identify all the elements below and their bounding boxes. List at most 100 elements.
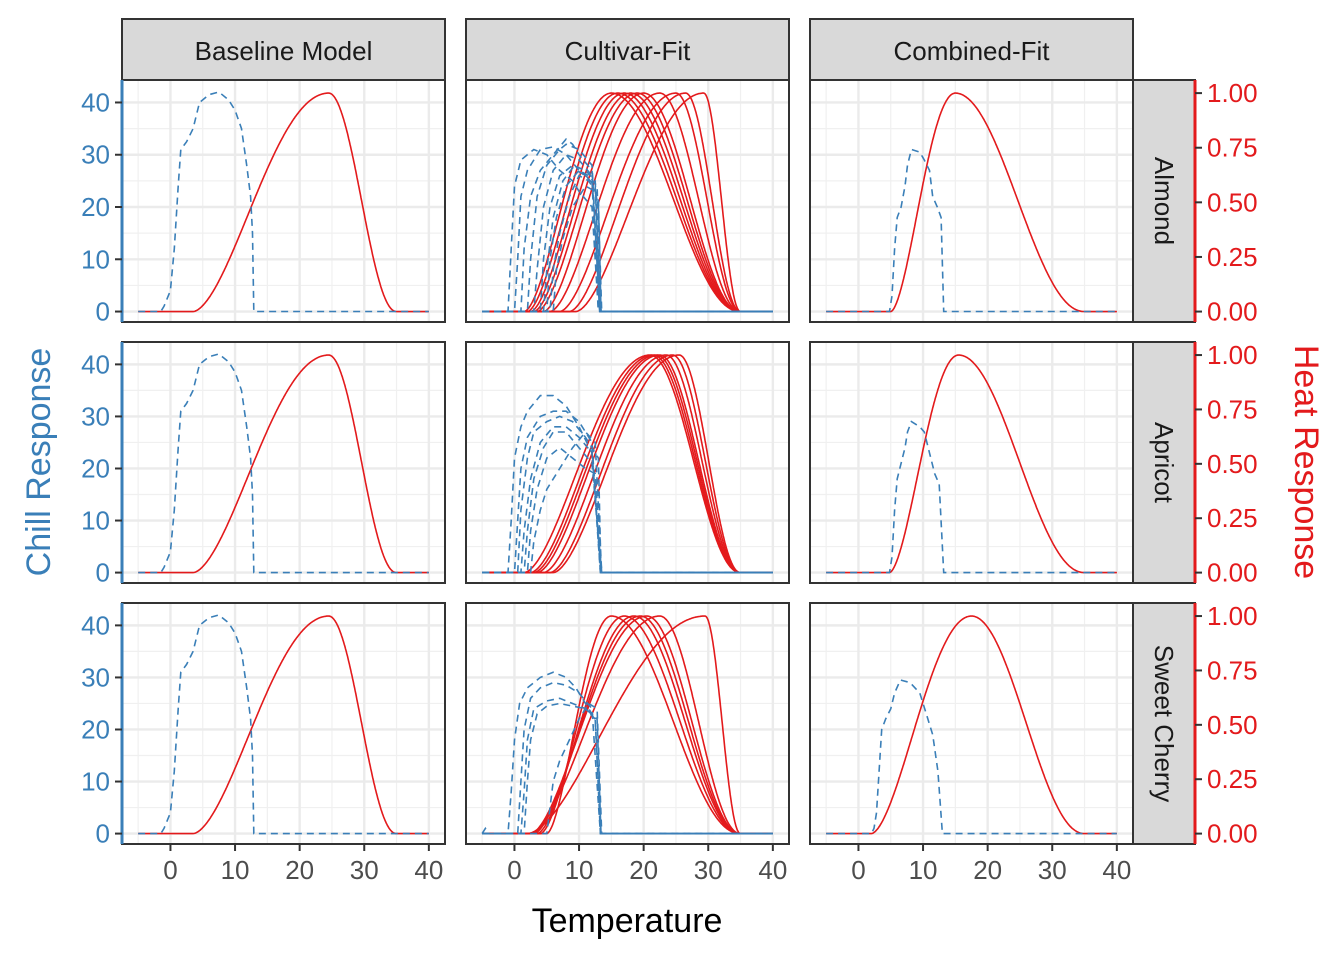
x-tick-label: 40 bbox=[1102, 855, 1131, 885]
left-y-tick-label: 0 bbox=[96, 819, 110, 849]
right-y-tick-label: 0.50 bbox=[1207, 710, 1258, 740]
right-y-tick-label: 0.00 bbox=[1207, 297, 1258, 327]
x-tick-label: 0 bbox=[851, 855, 865, 885]
right-y-tick-label: 0.75 bbox=[1207, 394, 1258, 424]
right-y-tick-label: 1.00 bbox=[1207, 78, 1258, 108]
strip-label: Apricot bbox=[1149, 422, 1179, 504]
strip-label: Combined-Fit bbox=[893, 36, 1050, 66]
panel-baseline-model-apricot bbox=[121, 341, 446, 584]
panel-baseline-model-almond bbox=[121, 79, 446, 323]
x-tick-label: 10 bbox=[909, 855, 938, 885]
chill-response-line bbox=[482, 164, 773, 313]
x-tick-label: 40 bbox=[414, 855, 443, 885]
chill-response-line bbox=[482, 702, 773, 835]
chill-response-line bbox=[826, 420, 1117, 574]
column-strip-cultivar-fit: Cultivar-Fit bbox=[465, 18, 790, 81]
left-y-tick-label: 20 bbox=[81, 453, 110, 483]
panel-background bbox=[122, 80, 445, 322]
panel-background bbox=[810, 603, 1133, 844]
panel-combined-fit-sweet-cherry bbox=[809, 602, 1134, 845]
left-y-tick-label: 30 bbox=[81, 140, 110, 170]
chill-response-line bbox=[482, 166, 773, 313]
strip-label: Almond bbox=[1149, 157, 1179, 245]
axes-layer: 0 10 20 30 40 0 10 20 30 40 0 10 20 30 40 0 10 20 30 40 0 10 2… bbox=[81, 78, 1258, 885]
panel-baseline-model-sweet-cherry bbox=[121, 602, 446, 845]
strips-layer: Baseline Model Cultivar-Fit Combined-Fit Al… bbox=[121, 18, 1196, 845]
right-y-tick-label: 0.50 bbox=[1207, 449, 1258, 479]
panel-border bbox=[465, 602, 790, 845]
column-strip-baseline-model: Baseline Model bbox=[121, 18, 446, 81]
heat-response-line bbox=[138, 92, 429, 313]
panel-background bbox=[122, 342, 445, 583]
strip-background bbox=[465, 18, 790, 81]
right-y-tick-label: 1.00 bbox=[1207, 340, 1258, 370]
x-tick-label: 20 bbox=[285, 855, 314, 885]
panels-layer bbox=[121, 79, 1134, 845]
chill-response-line bbox=[482, 185, 773, 313]
heat-response-line bbox=[138, 615, 429, 835]
strip-label: Baseline Model bbox=[195, 36, 373, 66]
x-tick-label: 30 bbox=[350, 855, 379, 885]
x-tick-label: 20 bbox=[973, 855, 1002, 885]
chill-response-line bbox=[482, 153, 773, 313]
right-y-tick-label: 0.00 bbox=[1207, 558, 1258, 588]
chill-response-line bbox=[482, 146, 773, 313]
panel-background bbox=[810, 342, 1133, 583]
left-y-axis-title: Chill Response bbox=[20, 348, 58, 577]
left-y-tick-label: 10 bbox=[81, 244, 110, 274]
panel-cultivar-fit-sweet-cherry bbox=[465, 602, 790, 845]
left-y-tick-label: 10 bbox=[81, 506, 110, 536]
chill-response-line bbox=[482, 702, 773, 835]
left-y-tick-label: 10 bbox=[81, 767, 110, 797]
left-y-tick-label: 40 bbox=[81, 610, 110, 640]
row-strip-sweet-cherry: Sweet Cherry bbox=[1132, 602, 1196, 845]
chill-response-line bbox=[138, 91, 429, 313]
strip-background bbox=[121, 18, 446, 81]
panel-combined-fit-apricot bbox=[809, 341, 1134, 584]
strip-background bbox=[809, 18, 1134, 81]
right-y-tick-label: 0.00 bbox=[1207, 819, 1258, 849]
right-y-tick-label: 0.75 bbox=[1207, 133, 1258, 163]
x-tick-label: 30 bbox=[694, 855, 723, 885]
chill-response-line bbox=[482, 697, 773, 835]
left-y-tick-label: 20 bbox=[81, 192, 110, 222]
strip-background bbox=[1132, 602, 1196, 845]
left-y-tick-label: 30 bbox=[81, 662, 110, 692]
strip-label: Cultivar-Fit bbox=[565, 36, 691, 66]
chill-response-line bbox=[481, 671, 773, 835]
strip-label: Sweet Cherry bbox=[1149, 645, 1179, 803]
right-y-tick-label: 0.25 bbox=[1207, 503, 1258, 533]
left-y-tick-label: 0 bbox=[96, 297, 110, 327]
right-y-tick-label: 0.25 bbox=[1207, 242, 1258, 272]
chill-response-line bbox=[826, 148, 1117, 313]
row-strip-almond: Almond bbox=[1132, 79, 1196, 323]
panel-cultivar-fit-almond bbox=[465, 79, 790, 323]
panel-background bbox=[466, 80, 789, 322]
right-y-axis-title: Heat Response bbox=[1287, 345, 1325, 579]
chill-response-line bbox=[482, 143, 773, 313]
row-strip-apricot: Apricot bbox=[1132, 341, 1196, 584]
left-y-tick-label: 20 bbox=[81, 714, 110, 744]
heat-response-line bbox=[138, 354, 429, 574]
chill-response-line bbox=[482, 169, 773, 313]
x-tick-label: 30 bbox=[1038, 855, 1067, 885]
chill-response-line bbox=[482, 681, 773, 835]
x-tick-label: 0 bbox=[163, 855, 177, 885]
x-axis-title: Temperature bbox=[532, 902, 723, 940]
left-y-tick-label: 40 bbox=[81, 349, 110, 379]
chill-response-line bbox=[138, 353, 429, 574]
strip-background bbox=[1132, 79, 1196, 323]
panel-combined-fit-almond bbox=[809, 79, 1134, 323]
x-tick-label: 0 bbox=[507, 855, 521, 885]
chill-response-line bbox=[138, 614, 429, 835]
column-strip-combined-fit: Combined-Fit bbox=[809, 18, 1134, 81]
panel-cultivar-fit-apricot bbox=[465, 341, 790, 584]
panel-border bbox=[465, 341, 790, 584]
chill-response-line bbox=[482, 148, 773, 313]
x-tick-label: 20 bbox=[629, 855, 658, 885]
left-y-tick-label: 30 bbox=[81, 401, 110, 431]
left-y-tick-label: 40 bbox=[81, 87, 110, 117]
chill-response-line bbox=[826, 679, 1117, 835]
chill-response-line bbox=[482, 430, 773, 574]
